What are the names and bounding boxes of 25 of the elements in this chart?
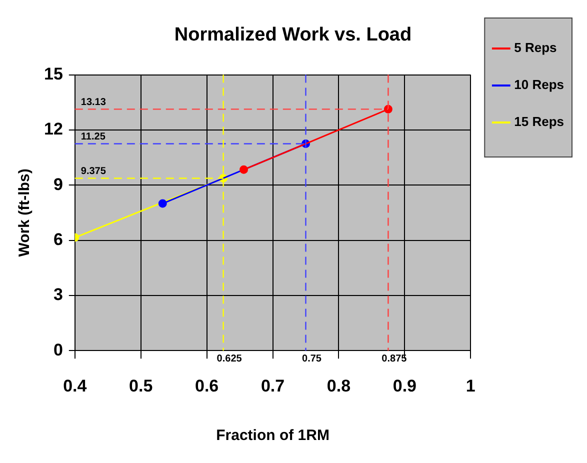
y-tick-label: 15 <box>44 64 63 84</box>
x-tick-label: 0.9 <box>392 376 417 396</box>
x-tick-label: 0.5 <box>129 376 153 396</box>
legend-label: 15 Reps <box>514 114 564 130</box>
y-axis-title: Work (ft-lbs) <box>16 168 34 257</box>
chart-title: Normalized Work vs. Load <box>174 24 412 46</box>
ref-line-label: 0.875 <box>382 353 408 364</box>
ref-line-label: 9.375 <box>80 166 106 177</box>
ref-line-label: 13.13 <box>80 96 106 108</box>
ref-line-label: 0.625 <box>216 353 242 364</box>
legend-label: 10 Reps <box>514 77 564 92</box>
y-tick-label: 3 <box>53 285 63 304</box>
x-tick-label: 1 <box>466 376 476 396</box>
x-axis-title: Fraction of 1RM <box>216 427 330 444</box>
legend-label: 5 Reps <box>514 40 557 56</box>
x-tick-label: 0.6 <box>195 376 219 396</box>
y-tick-label: 12 <box>44 120 63 139</box>
y-tick-label: 9 <box>53 174 63 194</box>
ref-line-label: 0.75 <box>302 353 322 364</box>
y-tick-label: 6 <box>53 230 63 249</box>
x-tick-label: 0.4 <box>63 376 88 396</box>
ref-line-label: 11.25 <box>80 132 106 142</box>
y-tick-label: 0 <box>53 340 63 360</box>
x-tick-label: 0.8 <box>326 376 351 396</box>
x-tick-label: 0.7 <box>260 376 285 396</box>
